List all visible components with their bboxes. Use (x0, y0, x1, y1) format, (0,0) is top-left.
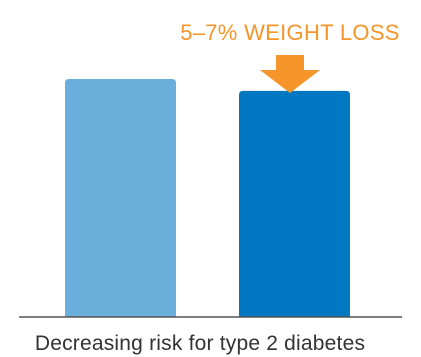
chart-caption: Decreasing risk for type 2 diabetes (35, 332, 365, 355)
bar-1 (65, 79, 176, 317)
down-arrow-icon (260, 55, 320, 93)
bars-group (65, 79, 350, 318)
bar-2 (239, 90, 350, 318)
annotation-label: 5–7% WEIGHT LOSS (180, 20, 400, 45)
